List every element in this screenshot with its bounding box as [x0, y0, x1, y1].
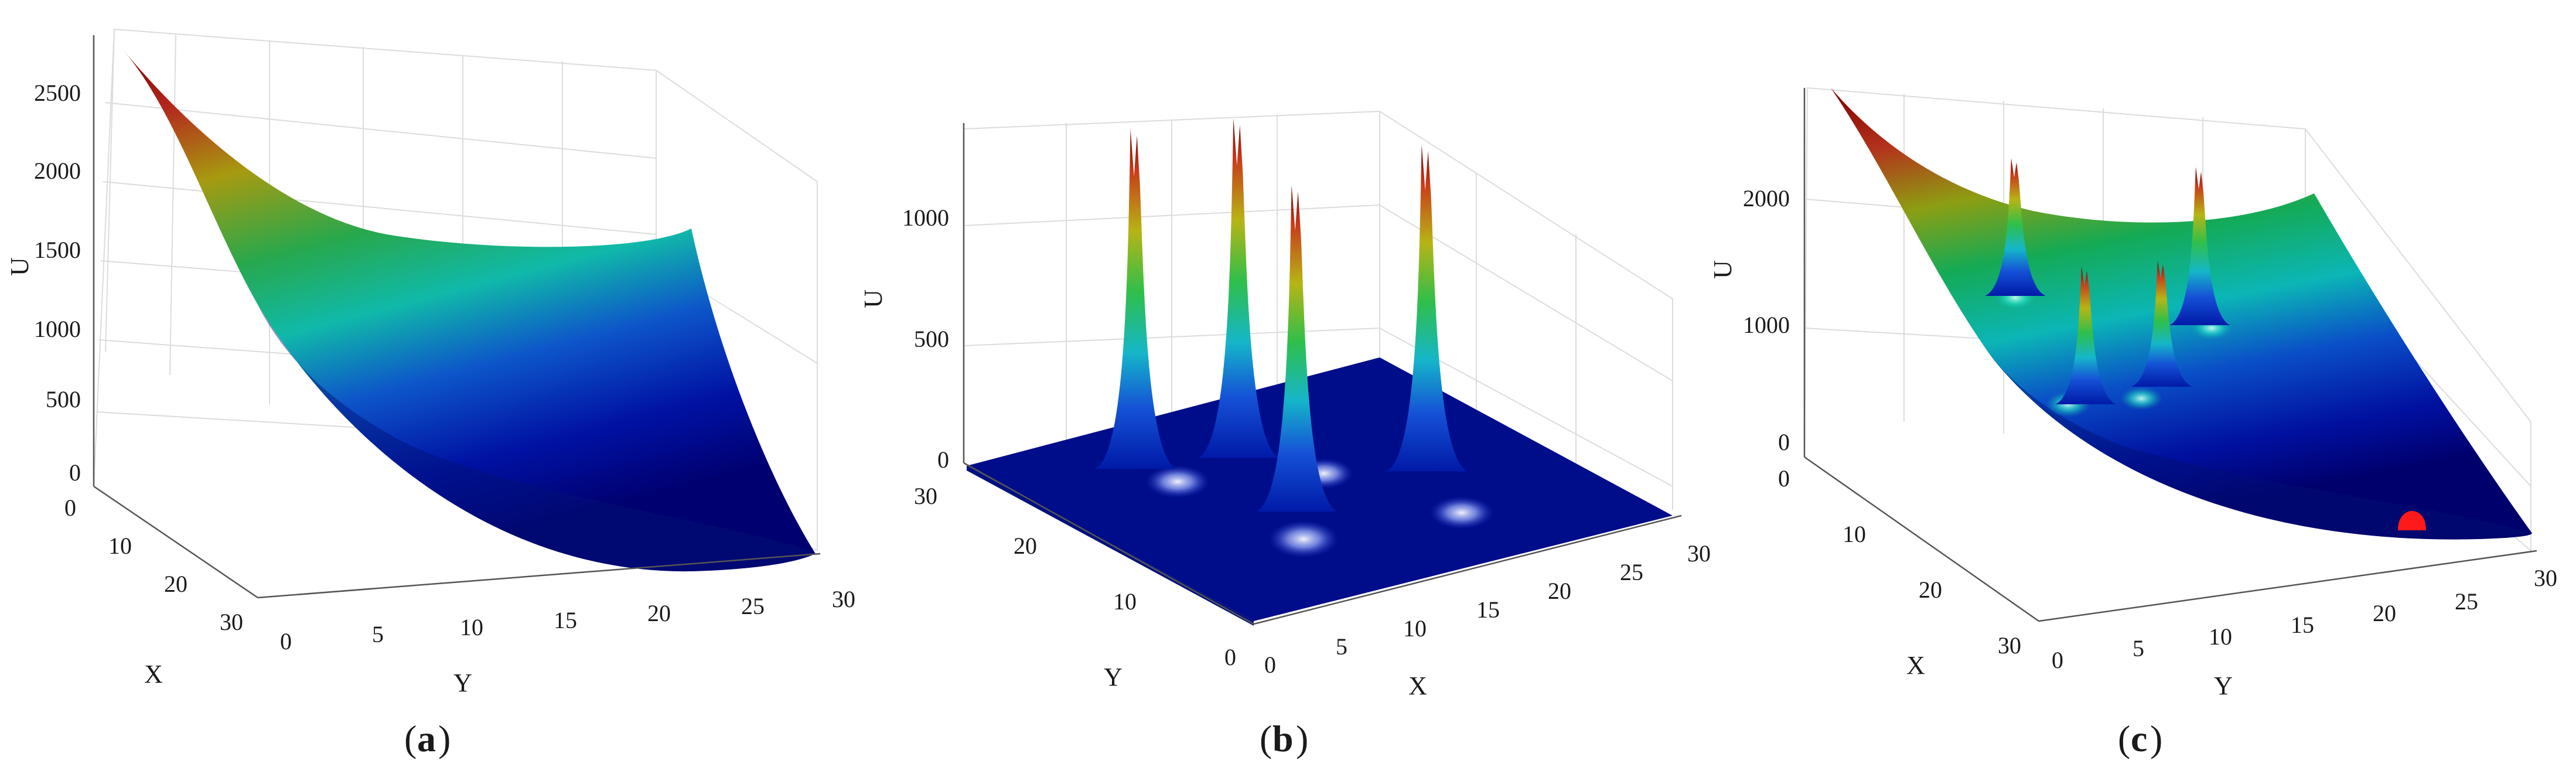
tick-label: 10: [460, 614, 483, 640]
tick-label: 10: [2209, 623, 2232, 650]
tick-label: 25: [2455, 588, 2478, 615]
peak-1: [1094, 129, 1177, 469]
tick-label: 0: [1778, 429, 1790, 455]
tick-label: 20: [2373, 600, 2396, 626]
panel-b: 1000 500 0 30 20 10 0 0 5 10 15 20 25 30…: [859, 110, 1711, 759]
y-axis-label: Y: [1104, 663, 1122, 691]
panel-a-x-ticks: 0 10 20 30: [64, 495, 243, 635]
y-axis-label: Y: [453, 669, 472, 697]
panel-b-caption: ( b ): [1260, 718, 1308, 759]
panel-b-x-ticks: 0 5 10 15 20 25 30: [1264, 540, 1711, 678]
panel-a-z-ticks: 2500 2000 1500 1000 500 0: [34, 80, 81, 486]
tick-label: 25: [1620, 559, 1643, 585]
z-axis-label: U: [859, 289, 888, 308]
tick-label: 2000: [1743, 185, 1790, 212]
panel-c-caption: ( c ): [2118, 718, 2162, 759]
z-axis-label: U: [1708, 260, 1737, 279]
panel-b-axes: [963, 123, 1682, 625]
tick-label: 1000: [902, 204, 949, 231]
panel-a-axes: [93, 35, 821, 599]
panel-a-caption: ( a ): [404, 718, 451, 759]
tick-label: 20: [1548, 578, 1571, 604]
panel-c-y-ticks: 0 5 10 15 20 25 30: [2052, 565, 2557, 673]
panel-a-y-ticks: 0 5 10 15 20 25 30: [280, 586, 855, 654]
tick-label: 500: [46, 386, 81, 413]
peak-2: [2055, 267, 2116, 404]
y-axis-label: Y: [2214, 671, 2233, 700]
tick-label: 0: [1778, 465, 1790, 492]
tick-label: 500: [914, 326, 949, 352]
panel-a-surface: [123, 50, 816, 572]
caption-letter: a: [417, 718, 436, 759]
peak-3: [2131, 261, 2192, 387]
tick-label: 0: [1224, 644, 1236, 670]
svg-text:): ): [2150, 718, 2162, 759]
tick-label: 10: [108, 533, 132, 559]
peak-4: [1386, 144, 1468, 472]
tick-label: 1000: [1743, 312, 1790, 338]
tick-label: 5: [2133, 635, 2144, 662]
x-axis-label: X: [1408, 671, 1427, 700]
tick-label: 30: [220, 609, 243, 635]
panel-c-x-ticks: 0 10 20 30: [1778, 465, 2021, 659]
panel-a: 2500 2000 1500 1000 500 0 0 10 20 30 0 5…: [5, 28, 855, 759]
svg-text:): ): [1296, 718, 1308, 759]
x-axis-label: X: [1906, 651, 1925, 680]
tick-label: 10: [1403, 615, 1427, 642]
tick-label: 0: [64, 495, 76, 521]
tick-label: 30: [832, 586, 855, 612]
tick-label: 5: [372, 621, 384, 647]
tick-label: 2000: [34, 158, 81, 184]
tick-label: 1000: [34, 316, 81, 342]
tick-label: 0: [1264, 652, 1276, 678]
x-axis-label: X: [144, 660, 163, 688]
panel-c-z-ticks: 2000 1000 0: [1743, 185, 1790, 455]
tick-label: 30: [2534, 565, 2557, 591]
tick-label: 20: [1919, 577, 1942, 603]
goal-marker: [2398, 511, 2426, 530]
tick-label: 0: [280, 628, 292, 654]
tick-label: 20: [1014, 533, 1037, 559]
peak-3: [1255, 185, 1338, 512]
svg-text:(: (: [1260, 718, 1272, 759]
panel-b-peaks: [1094, 118, 1468, 512]
tick-label: 10: [1113, 588, 1137, 615]
caption-letter: c: [2131, 718, 2147, 759]
tick-label: 0: [937, 446, 949, 473]
panel-c: 2000 1000 0 0 10 20 30 0 5 10 15 20 25 3…: [1708, 87, 2557, 759]
tick-label: 10: [1843, 521, 1866, 547]
svg-text:): ): [438, 718, 451, 759]
tick-label: 20: [164, 571, 187, 597]
tick-label: 15: [554, 607, 577, 633]
tick-label: 0: [69, 459, 81, 486]
peak-2: [1197, 118, 1280, 458]
peak-1: [1985, 158, 2046, 296]
tick-label: 25: [741, 593, 765, 619]
tick-label: 1500: [34, 237, 81, 263]
tick-label: 30: [1998, 632, 2021, 659]
tick-label: 15: [2291, 612, 2314, 638]
svg-text:(: (: [2118, 718, 2130, 759]
z-axis-label: U: [5, 257, 34, 276]
tick-label: 30: [914, 483, 937, 509]
peak-4: [2169, 167, 2230, 325]
tick-label: 0: [2052, 647, 2063, 673]
panel-c-axes: [1803, 88, 2537, 622]
svg-text:(: (: [404, 718, 417, 759]
panel-b-y-ticks: 30 20 10 0: [914, 483, 1236, 670]
tick-label: 15: [1476, 596, 1500, 623]
tick-label: 30: [1687, 540, 1711, 567]
tick-label: 5: [1336, 633, 1347, 660]
panel-b-z-ticks: 1000 500 0: [902, 204, 949, 473]
tick-label: 20: [647, 600, 671, 626]
tick-label: 2500: [34, 80, 81, 106]
caption-letter: b: [1272, 718, 1294, 759]
panel-c-peaks: [1985, 158, 2230, 404]
